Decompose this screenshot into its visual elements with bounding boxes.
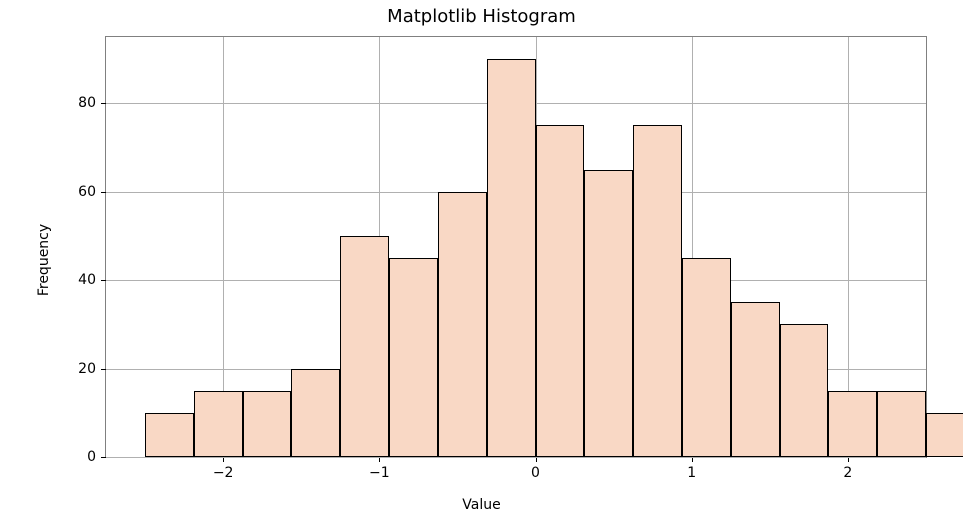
histogram-bar: [682, 258, 731, 457]
histogram-bar: [194, 391, 243, 457]
histogram-bar: [340, 236, 389, 457]
histogram-bar: [633, 125, 682, 457]
y-tick: [101, 280, 106, 281]
y-tick-label: 60: [56, 184, 96, 200]
histogram-bar: [389, 258, 438, 457]
histogram-bar: [145, 413, 194, 457]
y-tick: [101, 103, 106, 104]
y-axis-label: Frequency: [36, 223, 52, 295]
histogram-bar: [731, 302, 780, 457]
histogram-bar: [877, 391, 926, 457]
histogram-bar: [291, 369, 340, 457]
y-tick-label: 40: [56, 272, 96, 288]
x-tick-label: −1: [369, 465, 390, 481]
y-tick: [101, 457, 106, 458]
histogram-bar: [438, 192, 487, 457]
x-tick-label: 1: [687, 465, 696, 481]
plot-area: −2−1012020406080: [105, 36, 927, 458]
y-tick: [101, 369, 106, 370]
x-tick-label: 2: [843, 465, 852, 481]
histogram-bar: [584, 170, 633, 457]
x-tick-label: 0: [531, 465, 540, 481]
histogram-bar: [828, 391, 877, 457]
chart-title: Matplotlib Histogram: [0, 6, 963, 27]
gridline-h: [106, 457, 926, 458]
y-tick-label: 0: [56, 449, 96, 465]
y-tick-label: 80: [56, 95, 96, 111]
histogram-bar: [487, 59, 536, 457]
x-axis-label: Value: [0, 497, 963, 513]
histogram-bar: [243, 391, 292, 457]
histogram-bar: [536, 125, 585, 457]
histogram-bar: [926, 413, 963, 457]
y-tick: [101, 192, 106, 193]
histogram-bar: [780, 324, 829, 457]
y-tick-label: 20: [56, 361, 96, 377]
x-tick-label: −2: [213, 465, 234, 481]
figure: Matplotlib Histogram Frequency Value −2−…: [0, 0, 963, 519]
